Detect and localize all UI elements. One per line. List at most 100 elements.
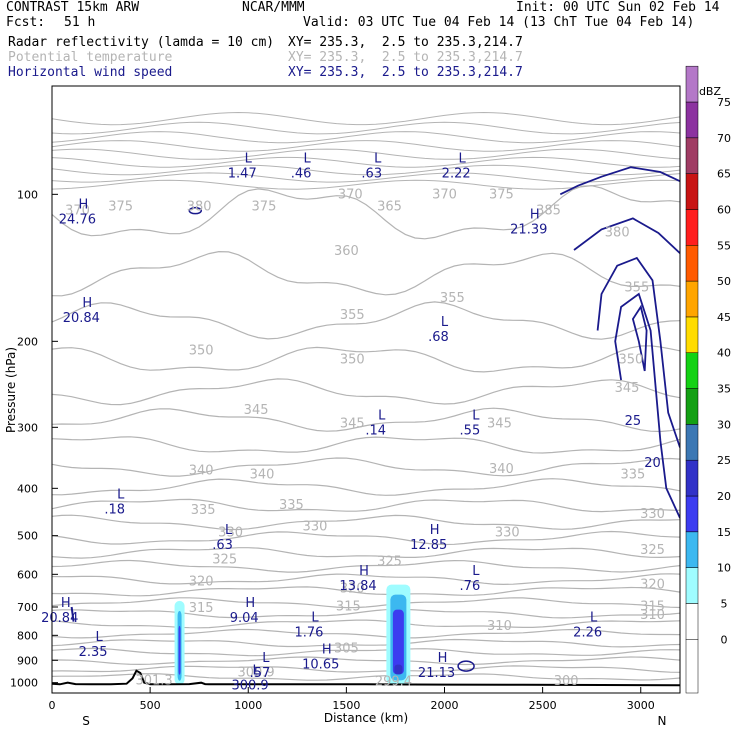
extremum-letter: L <box>262 651 270 666</box>
extremum-value: 20.84 <box>63 311 100 326</box>
extremum-value: 2.26 <box>573 626 602 641</box>
plot-header: CONTRAST 15km ARW NCAR/MMM Init: 00 UTC … <box>0 0 740 90</box>
theta-contour <box>52 628 680 639</box>
colorbar-segment <box>685 65 699 103</box>
theta-contour <box>52 547 680 559</box>
colorbar-tick-label: 35 <box>717 383 731 396</box>
extremum-letter: L <box>252 663 260 678</box>
wind-high-marker: H21.13 <box>418 651 455 681</box>
theta-contour <box>52 573 680 586</box>
axes: 0 500 1000 1500 2000 2500 3000 100 200 300 400 500 6… <box>10 188 655 712</box>
colorbar-segment <box>685 173 699 210</box>
theta-label: 360 <box>334 244 359 259</box>
colorbar: 0 5 10 15 20 25 30 35 40 45 50 55 60 65 70 75 <box>685 65 731 694</box>
colorbar-tick-label: 55 <box>717 239 731 252</box>
extremum-value: 10.65 <box>302 658 339 673</box>
x-tick-label: 2500 <box>529 699 557 712</box>
colorbar-tick-label: 40 <box>717 347 731 360</box>
x-tick-label: 0 <box>49 699 56 712</box>
wind-low-marker: L1.76 <box>294 611 323 641</box>
theta-contour <box>52 597 680 609</box>
theta-label: 315 <box>640 600 665 615</box>
theta-label: 325 <box>212 552 237 567</box>
theta-label: 355 <box>440 291 465 306</box>
colorbar-segment <box>685 209 699 246</box>
theta-label: 350 <box>340 352 365 367</box>
extremum-letter: H <box>245 596 255 611</box>
theta-label: 325 <box>640 543 665 558</box>
reflectivity-15dbz <box>392 609 404 675</box>
theta-label: 330 <box>495 526 520 541</box>
extremum-value: 13.84 <box>339 579 376 594</box>
theta-label: 340 <box>189 464 214 479</box>
theta-contour <box>52 619 680 629</box>
wind-low-marker: L1.47 <box>228 151 257 181</box>
wind-high-marker: H20.84 <box>63 296 100 326</box>
extremum-letter: L <box>374 151 382 166</box>
theta-contour <box>52 638 680 648</box>
y-tick-label: 500 <box>17 530 38 543</box>
x-axis-label: Distance (km) <box>324 711 408 725</box>
contour-labels: 370 375 380 375 370 365 370 375 385 380 360 355 355 3… <box>41 151 665 693</box>
colorbar-tick-label: 70 <box>717 132 731 145</box>
colorbar-segment <box>685 459 699 497</box>
wind-low-marker: L.57 <box>250 651 271 681</box>
colorbar-segment <box>685 280 699 318</box>
wind-high-marker: H24.76 <box>59 198 96 228</box>
colorbar-tick-label: 0 <box>721 633 728 646</box>
field-name-theta: Potential temperature <box>8 50 173 65</box>
theta-contour <box>52 673 680 681</box>
wind-high-marker: H12.85 <box>410 523 447 553</box>
x-tick-label: 3000 <box>627 699 655 712</box>
colorbar-segment <box>685 388 699 425</box>
extremum-letter: H <box>438 651 448 666</box>
south-label: S <box>82 714 90 728</box>
colorbar-tick-label: 10 <box>717 562 731 575</box>
extremum-letter: H <box>530 207 540 222</box>
theta-contour <box>52 140 680 152</box>
colorbar-tick-label: 60 <box>717 203 731 216</box>
wind-contour <box>573 217 680 254</box>
extremum-value: .63 <box>212 538 233 553</box>
extremum-letter: L <box>245 151 253 166</box>
theta-contour <box>52 436 680 454</box>
theta-label: 345 <box>244 403 269 418</box>
theta-contour <box>52 345 680 373</box>
y-tick-label: 800 <box>17 629 38 642</box>
wind-label: 25 <box>625 414 642 429</box>
theta-contour <box>52 148 680 160</box>
wind-low-marker: L.76 <box>460 564 481 594</box>
colorbar-tick-label: 65 <box>717 168 731 181</box>
wind-low-marker: L.68 <box>428 315 449 345</box>
field-xy-theta: XY= 235.3, 2.5 to 235.3,214.7 <box>288 50 523 65</box>
valid-time: Valid: 03 UTC Tue 04 Feb 14 (13 ChT Tue … <box>303 15 695 30</box>
extremum-letter: L <box>311 611 319 626</box>
colorbar-segment <box>685 101 699 139</box>
colorbar-segment <box>685 603 699 640</box>
extremum-value: .63 <box>361 166 382 181</box>
wind-contours <box>70 166 680 672</box>
extremum-value: 21.13 <box>418 666 455 681</box>
theta-label: 330 <box>218 526 243 541</box>
y-tick-label: 300 <box>17 421 38 434</box>
theta-label: 330 <box>640 507 665 522</box>
y-tick-label: 600 <box>17 568 38 581</box>
extremum-value: .68 <box>428 330 449 345</box>
reflectivity-15dbz <box>178 625 181 675</box>
extremum-letter: H <box>430 523 440 538</box>
field-name-wind: Horizontal wind speed <box>8 65 173 80</box>
theta-contour <box>52 250 680 297</box>
extremum-value: 9.04 <box>230 611 259 626</box>
theta-contour <box>52 514 680 531</box>
extremum-value: 24.76 <box>59 213 96 228</box>
theta-label: 320 <box>189 575 214 590</box>
extremum-value: 300.9 <box>231 678 268 693</box>
x-tick-label: 500 <box>140 699 161 712</box>
theta-label: 355 <box>624 280 649 295</box>
theta-contour <box>52 301 680 340</box>
extremum-letter: L <box>225 523 233 538</box>
y-tick-label: 900 <box>17 654 38 667</box>
field-xy-wind: XY= 235.3, 2.5 to 235.3,214.7 <box>288 65 523 80</box>
theta-contour <box>52 111 680 126</box>
extremum-value: .55 <box>460 423 481 438</box>
